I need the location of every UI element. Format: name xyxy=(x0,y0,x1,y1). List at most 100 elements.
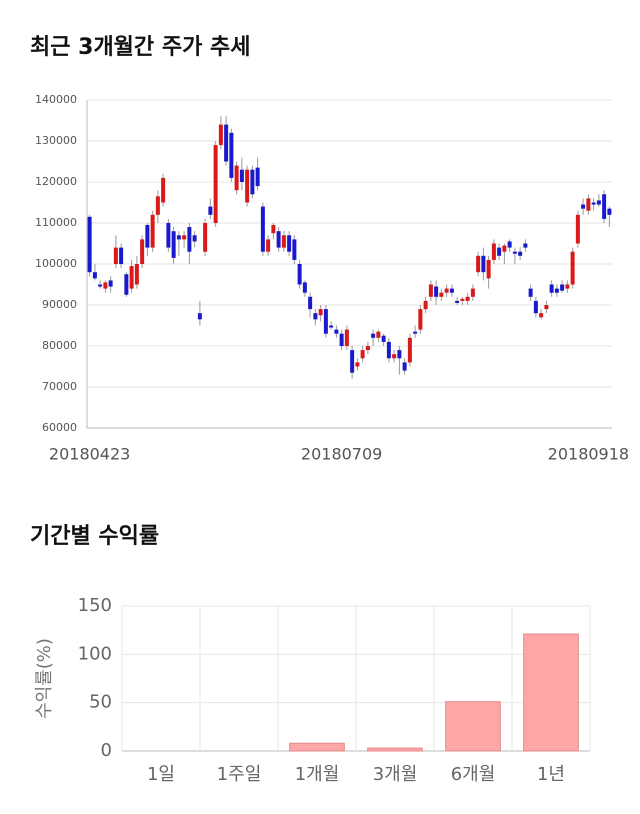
candle-body xyxy=(245,169,250,203)
candle-body xyxy=(439,292,444,297)
bar xyxy=(523,633,579,752)
candle-body xyxy=(260,206,265,252)
x-tick-label: 20180918 xyxy=(548,445,629,464)
candle-body xyxy=(360,350,365,359)
candle-body xyxy=(171,231,176,258)
x-tick-label: 1개월 xyxy=(295,764,340,785)
bar xyxy=(367,747,423,752)
chart-title: 최근 3개월간 주가 추세 xyxy=(30,35,250,60)
candle-body xyxy=(497,247,502,256)
y-tick-label: 80000 xyxy=(42,339,77,352)
candle-body xyxy=(397,350,402,359)
candle-body xyxy=(586,198,591,211)
candle-body xyxy=(266,239,271,252)
candle-body xyxy=(481,255,486,273)
x-tick-label: 6개월 xyxy=(451,764,496,785)
candle-body xyxy=(607,208,612,215)
candle-body xyxy=(281,235,286,248)
candle-body xyxy=(287,235,292,252)
candle-body xyxy=(455,300,460,303)
candle-body xyxy=(134,264,139,285)
candle-body xyxy=(476,255,481,273)
x-tick-label: 20180709 xyxy=(301,445,382,464)
y-tick-label: 90000 xyxy=(42,298,77,311)
candle-body xyxy=(239,169,244,182)
y-tick-label: 150 xyxy=(78,595,112,616)
candle-body xyxy=(140,239,145,264)
candle-body xyxy=(255,167,260,187)
candle-body xyxy=(213,145,218,223)
candle-body xyxy=(355,362,360,367)
candle-body xyxy=(161,177,166,203)
x-tick-label: 20180423 xyxy=(49,445,130,464)
candle-body xyxy=(192,235,197,242)
candle-body xyxy=(87,216,92,273)
candle-body xyxy=(155,196,160,215)
candle-body xyxy=(549,284,554,293)
y-tick-label: 120000 xyxy=(35,175,77,188)
candle-body xyxy=(512,251,517,254)
y-tick-label: 130000 xyxy=(35,134,77,147)
candle-body xyxy=(376,331,381,338)
candle-body xyxy=(271,225,276,234)
candle-body xyxy=(423,300,428,310)
candle-body xyxy=(565,284,570,289)
candle-body xyxy=(329,325,334,328)
candle-body xyxy=(302,282,307,293)
candle-body xyxy=(407,337,412,363)
candle-body xyxy=(418,309,423,330)
candle-body xyxy=(554,288,559,293)
candle-body xyxy=(187,227,192,252)
candle-body xyxy=(539,313,544,318)
x-tick-label: 1주일 xyxy=(217,764,262,785)
candle-body xyxy=(533,300,538,314)
candle-body xyxy=(92,272,97,279)
candle-body xyxy=(182,235,187,240)
candle-body xyxy=(428,284,433,297)
candle-body xyxy=(449,288,454,293)
candle-body xyxy=(308,296,313,310)
candle-body xyxy=(386,341,391,359)
candle-body xyxy=(229,132,234,178)
candle-body xyxy=(276,231,281,248)
candle-body xyxy=(460,298,465,301)
candle-body xyxy=(371,333,376,338)
candle-body xyxy=(150,214,155,248)
y-tick-label: 100000 xyxy=(35,257,77,270)
candle-body xyxy=(507,241,512,248)
candle-body xyxy=(470,288,475,297)
candle-body xyxy=(124,274,129,295)
y-tick-label: 50 xyxy=(89,692,112,713)
candle-body xyxy=(318,309,323,316)
candle-body xyxy=(434,286,439,297)
candle-body xyxy=(570,251,575,285)
candle-body xyxy=(575,214,580,244)
candle-body xyxy=(602,194,607,219)
y-tick-label: 0 xyxy=(101,740,112,761)
y-axis-label: 수익률(%) xyxy=(34,638,55,719)
candle-body xyxy=(528,288,533,297)
y-tick-label: 100 xyxy=(78,643,112,664)
candle-body xyxy=(224,124,229,162)
candle-body xyxy=(250,169,255,195)
candle-body xyxy=(108,280,113,287)
bar xyxy=(445,701,501,752)
candle-body xyxy=(113,247,118,264)
candle-body xyxy=(444,288,449,293)
candle-body xyxy=(560,284,565,291)
candle-body xyxy=(297,264,302,285)
candle-body xyxy=(119,247,124,264)
candle-body xyxy=(166,223,171,248)
candle-body xyxy=(98,284,103,287)
candle-body xyxy=(581,204,586,209)
candle-body xyxy=(502,245,507,252)
candle-body xyxy=(103,282,108,289)
candle-body xyxy=(365,346,370,351)
candle-body xyxy=(523,243,528,248)
x-tick-label: 1일 xyxy=(147,764,175,785)
candle-body xyxy=(323,309,328,334)
candle-body xyxy=(413,331,418,334)
y-tick-label: 60000 xyxy=(42,421,77,434)
candle-body xyxy=(234,165,239,191)
